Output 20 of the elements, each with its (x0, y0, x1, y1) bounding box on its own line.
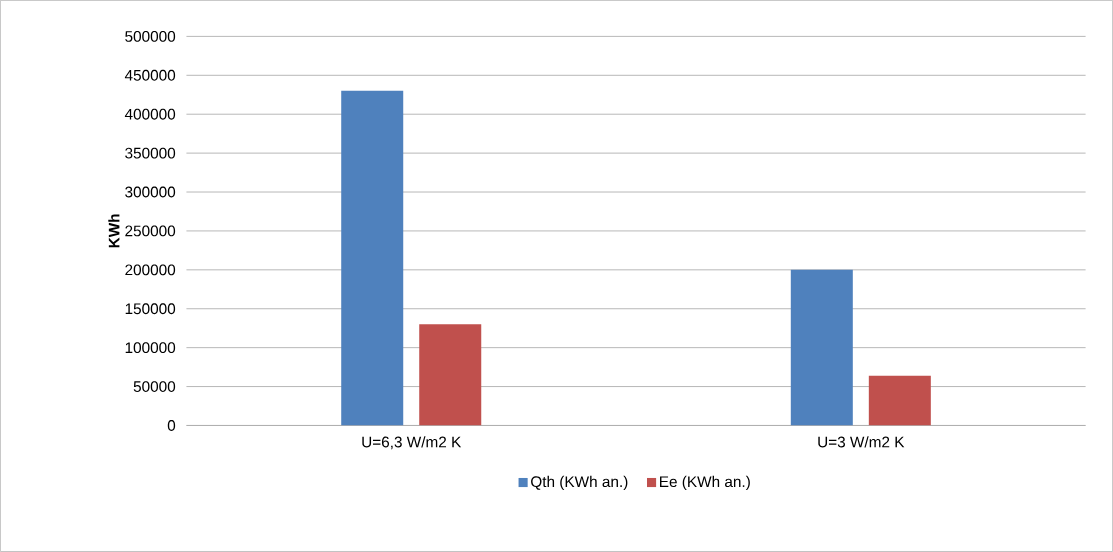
y-tick-label: 450000 (124, 69, 176, 81)
y-tick-label: 350000 (125, 147, 176, 159)
x-tick-label: U=6,3 W/m2 K (362, 436, 462, 450)
y-axis-title: KWh (108, 214, 120, 248)
bar (790, 269, 853, 426)
legend-label: Qth (KWh an.) (531, 475, 628, 491)
y-tick-label: 100000 (125, 342, 176, 354)
bar (419, 324, 482, 426)
y-tick-label: 0 (167, 420, 176, 431)
y-tick-label: 400000 (124, 108, 176, 120)
y-tick-label: 300000 (125, 186, 176, 198)
x-tick-label: U=3 W/m2 K (818, 436, 905, 448)
y-tick-label: 50000 (133, 381, 176, 393)
bar (341, 90, 404, 426)
y-tick-label: 250000 (125, 225, 176, 237)
y-tick-label: 500000 (125, 31, 176, 42)
y-tick-label: 150000 (125, 303, 176, 315)
bar (868, 375, 931, 426)
y-tick-label: 200000 (125, 264, 176, 276)
legend-label: Ee (KWh an.) (660, 475, 750, 491)
